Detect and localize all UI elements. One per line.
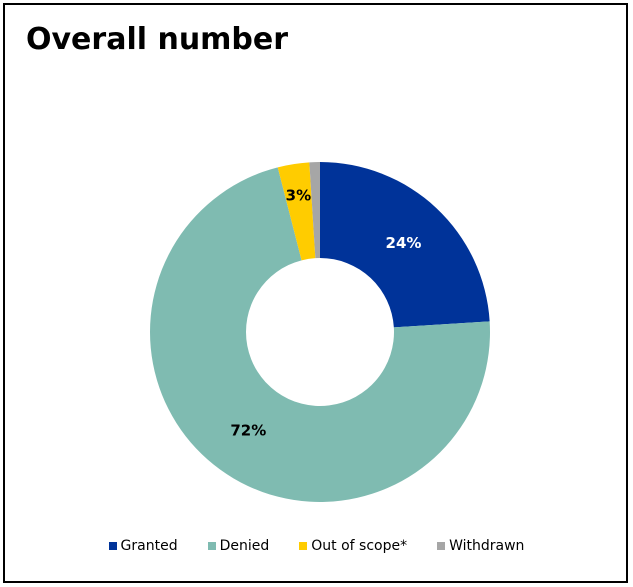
legend-swatch [299, 542, 308, 550]
slice-label-denied: 72% [230, 422, 266, 440]
legend-label: Denied [219, 538, 270, 554]
chart-legend: Granted Denied Out of scope* Withdrawn [0, 538, 633, 554]
legend-label: Out of scope* [311, 538, 408, 554]
legend-swatch [207, 542, 216, 550]
legend-item-denied: Denied [207, 538, 270, 554]
slice-label-out-of-scope: 3% [286, 187, 311, 205]
legend-item-granted: Granted [108, 538, 178, 554]
slice-label-granted: 24% [386, 234, 422, 252]
legend-swatch [108, 542, 117, 550]
slice-denied [150, 167, 490, 502]
legend-label: Withdrawn [449, 538, 525, 554]
slice-granted [320, 162, 490, 328]
legend-swatch [437, 542, 446, 550]
legend-item-withdrawn: Withdrawn [437, 538, 524, 554]
legend-label: Granted [120, 538, 178, 554]
slice-out-of-scope [277, 162, 316, 261]
slice-withdrawn [309, 162, 320, 259]
legend-item-out-of-scope: Out of scope* [299, 538, 407, 554]
chart-title: Overall number [26, 22, 289, 57]
